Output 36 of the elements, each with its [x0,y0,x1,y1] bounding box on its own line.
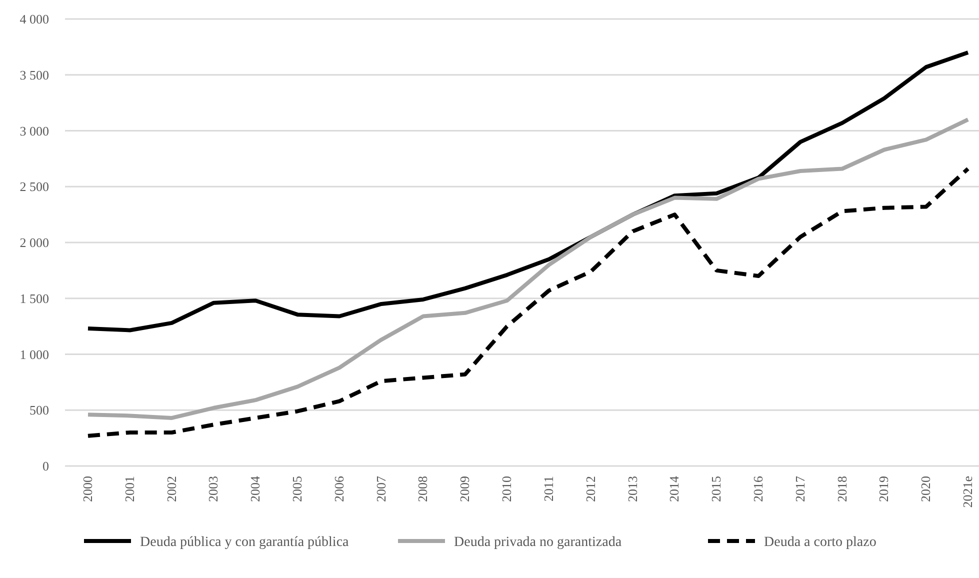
x-tick-label: 2005 [290,476,305,502]
x-tick-label: 2012 [582,476,598,502]
x-tick-label: 2021e [960,476,975,508]
y-tick-label: 3 500 [20,67,49,82]
line-series [86,166,970,438]
y-tick-label: 4 000 [20,12,49,27]
line-series [86,118,970,420]
y-tick-label: 1 000 [20,346,49,362]
x-tick-label: 2020 [918,476,934,502]
x-tick-label: 2010 [499,476,514,502]
legend-label: Deuda privada no garantizada [454,534,622,550]
x-tick-label: 2004 [248,476,263,502]
x-tick-label: 2002 [164,476,179,502]
x-tick-label: 2008 [415,476,430,502]
x-tick-label: 2003 [206,476,221,502]
y-tick-label: 500 [30,402,49,418]
x-tick-label: 2014 [666,476,682,502]
x-tick-label: 2015 [708,476,724,502]
legend-label: Deuda pública y con garantía pública [140,534,350,550]
x-tick-label: 2016 [750,476,766,502]
x-tick-label: 2009 [457,476,472,502]
x-tick-label: 2017 [792,476,808,502]
x-tick-label: 2006 [331,476,346,502]
y-tick-label: 0 [42,458,49,474]
legend-label: Deuda a corto plazo [764,534,876,550]
y-tick-label: 2 000 [20,235,49,250]
x-tick-label: 2018 [834,476,850,502]
y-tick-label: 3 000 [20,123,49,138]
x-tick-label: 2011 [540,476,556,502]
x-tick-label: 2013 [624,476,640,502]
x-tick-label: 2001 [122,476,137,502]
y-tick-label: 2 500 [20,179,49,194]
x-tick-label: 2000 [80,476,95,502]
x-tick-label: 2019 [876,476,892,502]
y-tick-label: 1 500 [20,290,49,306]
x-tick-label: 2007 [373,476,388,502]
